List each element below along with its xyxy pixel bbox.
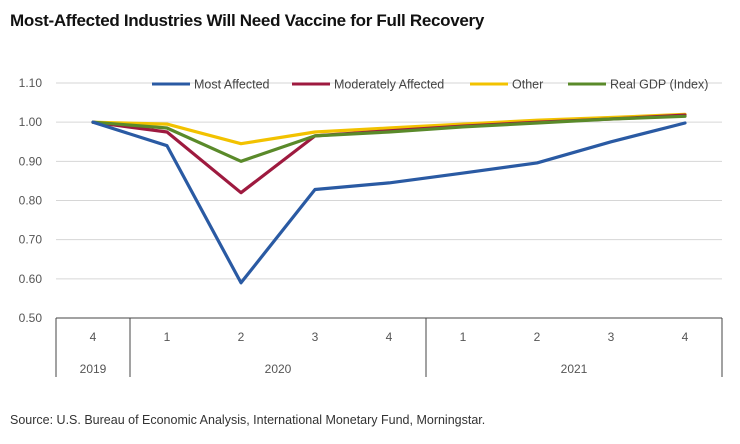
x-tick-label: 3 xyxy=(608,330,615,344)
y-tick-label: 0.90 xyxy=(19,154,43,168)
legend-label: Most Affected xyxy=(194,78,270,92)
y-tick-label: 1.10 xyxy=(19,76,43,90)
x-tick-label: 2 xyxy=(238,330,245,344)
y-axis-ticks: 0.50 0.60 0.70 0.80 0.90 1.00 1.10 xyxy=(19,76,43,325)
series-line-real-gdp-index xyxy=(91,114,687,163)
x-tick-label: 1 xyxy=(460,330,467,344)
series-lines xyxy=(91,112,687,285)
y-tick-label: 0.50 xyxy=(19,311,43,325)
y-tick-label: 0.70 xyxy=(19,233,43,247)
x-tick-label: 1 xyxy=(164,330,171,344)
legend-label: Other xyxy=(512,78,543,92)
legend-label: Moderately Affected xyxy=(334,78,444,92)
x-year-label: 2019 xyxy=(80,362,107,376)
chart-title: Most-Affected Industries Will Need Vacci… xyxy=(10,11,485,30)
line-chart: 0.50 0.60 0.70 0.80 0.90 1.00 1.10 4 1 2 3 4 1 2 3 4 20… xyxy=(19,76,723,377)
legend: Most Affected Moderately Affected Other Rea… xyxy=(152,78,708,92)
source-note: Source: U.S. Bureau of Economic Analysis… xyxy=(10,413,486,427)
gridlines xyxy=(56,82,722,280)
x-tick-label: 3 xyxy=(312,330,319,344)
x-tick-label: 4 xyxy=(90,330,97,344)
legend-label: Real GDP (Index) xyxy=(610,78,708,92)
series-line-other xyxy=(91,112,687,146)
y-tick-label: 0.60 xyxy=(19,272,43,286)
x-tick-label: 2 xyxy=(534,330,541,344)
series-line-most-affected xyxy=(91,120,687,285)
x-tick-label: 4 xyxy=(386,330,393,344)
x-axis: 4 1 2 3 4 1 2 3 4 2019 2020 2021 xyxy=(55,317,723,377)
x-year-label: 2020 xyxy=(265,362,292,376)
x-year-label: 2021 xyxy=(561,362,588,376)
y-tick-label: 1.00 xyxy=(19,115,43,129)
y-tick-label: 0.80 xyxy=(19,194,43,208)
x-tick-label: 4 xyxy=(682,330,689,344)
